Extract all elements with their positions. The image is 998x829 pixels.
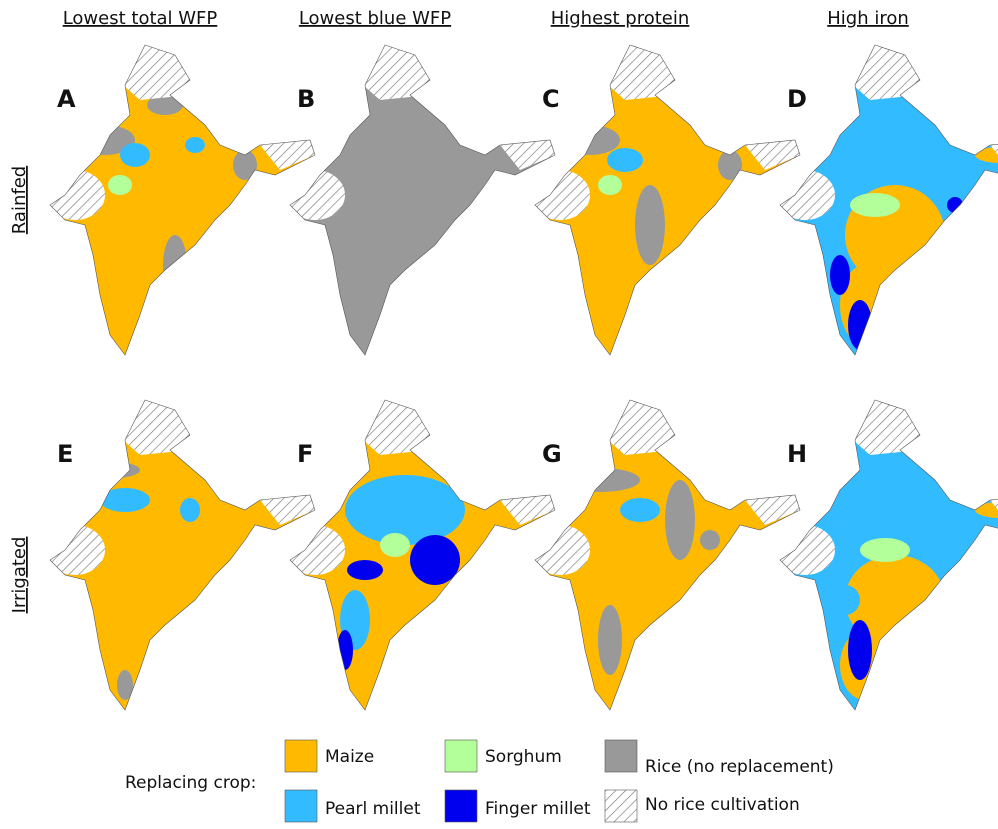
legend-swatch bbox=[605, 740, 637, 772]
maps: A B C D E F G H bbox=[45, 45, 998, 710]
region bbox=[345, 475, 465, 545]
region bbox=[598, 175, 622, 195]
legend-label: Pearl millet bbox=[325, 799, 421, 819]
legend-swatch bbox=[445, 790, 477, 822]
legend: Maize Pearl millet Sorghum Finger millet Ric… bbox=[285, 740, 834, 822]
panel-letter: F bbox=[297, 440, 313, 468]
region bbox=[607, 148, 643, 172]
no-rice-area bbox=[285, 170, 345, 220]
region bbox=[233, 150, 257, 180]
map-panel: D bbox=[775, 45, 998, 355]
row-label: Rainfed bbox=[9, 166, 30, 234]
map-panel: H bbox=[775, 400, 998, 710]
no-rice-area bbox=[285, 525, 345, 575]
region bbox=[700, 530, 720, 550]
map-panel: A bbox=[45, 45, 315, 355]
column-header: High iron bbox=[827, 8, 909, 29]
map-panel: E bbox=[45, 400, 315, 710]
region bbox=[635, 185, 665, 265]
legend-label: Finger millet bbox=[485, 799, 591, 819]
region bbox=[848, 620, 872, 680]
region bbox=[90, 462, 140, 478]
region bbox=[163, 235, 187, 295]
region bbox=[860, 538, 910, 562]
region bbox=[185, 137, 205, 153]
region bbox=[180, 498, 200, 522]
panel-letter: G bbox=[542, 440, 562, 468]
region bbox=[100, 488, 150, 512]
column-header: Lowest total WFP bbox=[63, 8, 218, 29]
no-rice-area bbox=[45, 525, 105, 575]
region bbox=[120, 143, 150, 167]
region bbox=[665, 480, 695, 560]
row-label: Irrigated bbox=[9, 537, 30, 614]
region bbox=[560, 125, 620, 155]
region bbox=[947, 197, 963, 213]
legend-swatch bbox=[605, 790, 637, 822]
figure: Lowest total WFP Lowest blue WFP Highest… bbox=[0, 0, 998, 829]
region bbox=[850, 193, 900, 217]
no-rice-area bbox=[775, 525, 835, 575]
legend-title: Replacing crop: bbox=[125, 773, 256, 793]
region bbox=[718, 150, 742, 180]
legend-label: No rice cultivation bbox=[645, 795, 800, 815]
no-rice-area bbox=[530, 525, 590, 575]
legend-label: Rice (no replacement) bbox=[645, 757, 834, 777]
region bbox=[830, 255, 850, 295]
no-rice-area bbox=[775, 170, 835, 220]
panel-letter: A bbox=[57, 85, 76, 113]
legend-swatch bbox=[285, 790, 317, 822]
no-rice-area bbox=[530, 170, 590, 220]
region bbox=[410, 535, 460, 585]
region bbox=[560, 468, 640, 492]
legend-label: Maize bbox=[325, 747, 374, 767]
legend-swatch bbox=[445, 740, 477, 772]
region bbox=[337, 630, 353, 670]
column-header: Lowest blue WFP bbox=[299, 8, 451, 29]
no-rice-area bbox=[45, 170, 105, 220]
map-panel: G bbox=[530, 400, 800, 710]
region bbox=[347, 560, 383, 580]
region bbox=[380, 533, 410, 557]
panel-letter: H bbox=[787, 440, 807, 468]
column-header: Highest protein bbox=[551, 8, 690, 29]
panel-letter: E bbox=[57, 440, 73, 468]
map-panel: F bbox=[285, 400, 555, 710]
legend-swatch bbox=[285, 740, 317, 772]
regions bbox=[285, 400, 555, 670]
panel-letter: C bbox=[542, 85, 560, 113]
region bbox=[620, 498, 660, 522]
panel-letter: D bbox=[787, 85, 807, 113]
legend-label: Sorghum bbox=[485, 747, 562, 767]
region bbox=[108, 175, 132, 195]
region bbox=[598, 605, 622, 675]
map-panel: B bbox=[285, 45, 555, 355]
panel-letter: B bbox=[297, 85, 315, 113]
region bbox=[830, 585, 860, 615]
map-panel: C bbox=[530, 45, 800, 355]
